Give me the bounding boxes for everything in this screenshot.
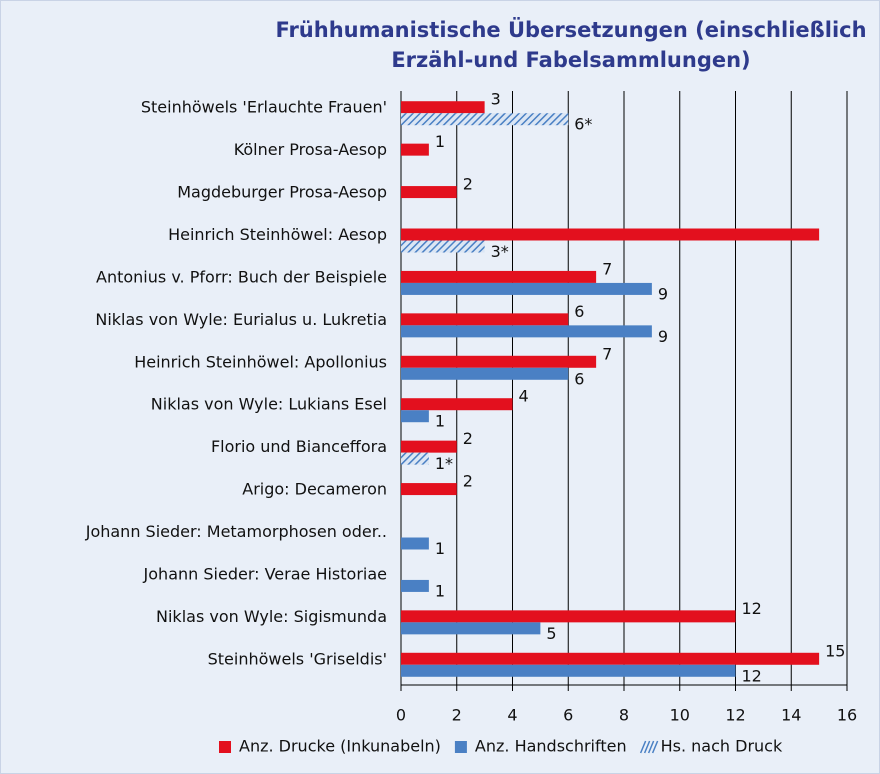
bar bbox=[401, 452, 429, 465]
y-tick-label: Steinhöwels 'Griseldis' bbox=[208, 649, 387, 668]
bar bbox=[401, 101, 485, 114]
x-tick-label: 14 bbox=[781, 706, 801, 725]
bar bbox=[401, 355, 597, 368]
y-tick-label: Johann Sieder: Verae Historiae bbox=[143, 564, 387, 583]
y-tick-label: Heinrich Steinhöwel: Aesop bbox=[168, 225, 387, 244]
data-label: 1 bbox=[435, 581, 445, 600]
bar bbox=[401, 483, 457, 496]
bar bbox=[401, 610, 736, 623]
bar bbox=[401, 270, 597, 283]
bar bbox=[401, 622, 541, 635]
data-label: 1 bbox=[435, 132, 445, 151]
x-tick-label: 12 bbox=[725, 706, 745, 725]
y-tick-label: Niklas von Wyle: Sigismunda bbox=[156, 607, 387, 626]
data-label: 3* bbox=[491, 242, 509, 261]
x-tick-label: 10 bbox=[670, 706, 690, 725]
legend-swatch bbox=[454, 741, 467, 753]
bar bbox=[401, 410, 429, 423]
bar bbox=[401, 240, 485, 253]
data-label: 1 bbox=[435, 539, 445, 558]
data-label: 7 bbox=[602, 259, 612, 278]
data-label: 6* bbox=[574, 115, 592, 134]
legend-label: Anz. Handschriften bbox=[475, 737, 627, 756]
x-tick-label: 8 bbox=[619, 706, 629, 725]
data-label: 2 bbox=[463, 429, 473, 448]
bar bbox=[401, 367, 569, 380]
data-label: 7 bbox=[602, 344, 612, 363]
y-tick-label: Kölner Prosa-Aesop bbox=[234, 140, 387, 159]
y-tick-label: Niklas von Wyle: Eurialus u. Lukretia bbox=[95, 310, 387, 329]
x-tick-label: 2 bbox=[452, 706, 462, 725]
y-tick-label: Niklas von Wyle: Lukians Esel bbox=[151, 395, 387, 414]
bar bbox=[401, 282, 652, 295]
bar bbox=[401, 537, 429, 550]
x-tick-label: 16 bbox=[837, 706, 857, 725]
data-label: 5 bbox=[546, 624, 556, 643]
data-label: 12 bbox=[742, 599, 762, 618]
y-tick-label: Heinrich Steinhöwel: Apollonius bbox=[134, 352, 387, 371]
bar bbox=[401, 652, 820, 665]
bar bbox=[401, 186, 457, 199]
x-tick-label: 4 bbox=[507, 706, 517, 725]
y-tick-label: Johann Sieder: Metamorphosen oder.. bbox=[85, 522, 387, 541]
data-label: 3 bbox=[491, 90, 501, 109]
data-label: 9 bbox=[658, 327, 668, 346]
legend-label: Hs. nach Druck bbox=[661, 737, 783, 756]
data-label: 9 bbox=[658, 284, 668, 303]
bar bbox=[401, 113, 569, 126]
data-label: 6 bbox=[574, 369, 584, 388]
y-tick-label: Florio und Bianceffora bbox=[211, 437, 387, 456]
bar bbox=[401, 579, 429, 592]
legend-label: Anz. Drucke (Inkunabeln) bbox=[239, 737, 441, 756]
bar bbox=[401, 398, 513, 411]
data-label: 4 bbox=[519, 387, 529, 406]
legend-swatch bbox=[639, 740, 659, 754]
x-tick-label: 0 bbox=[396, 706, 406, 725]
data-label: 15 bbox=[825, 641, 845, 660]
y-tick-label: Steinhöwels 'Erlauchte Frauen' bbox=[141, 98, 387, 117]
data-label: 1* bbox=[435, 454, 453, 473]
bar bbox=[401, 440, 457, 453]
bar bbox=[401, 664, 736, 677]
data-label: 2 bbox=[463, 175, 473, 194]
y-tick-label: Antonius v. Pforr: Buch der Beispiele bbox=[96, 267, 387, 286]
y-tick-label: Magdeburger Prosa-Aesop bbox=[177, 183, 387, 202]
bar bbox=[401, 228, 820, 241]
bar bbox=[401, 325, 652, 338]
data-label: 6 bbox=[574, 302, 584, 321]
bar bbox=[401, 313, 569, 326]
data-label: 1 bbox=[435, 412, 445, 431]
data-label: 2 bbox=[463, 472, 473, 491]
chart-title: Frühhumanistische Übersetzungen (einschl… bbox=[275, 18, 867, 72]
x-tick-label: 6 bbox=[563, 706, 573, 725]
bar bbox=[401, 143, 429, 156]
y-tick-label: Arigo: Decameron bbox=[242, 480, 387, 499]
legend-swatch bbox=[219, 741, 231, 753]
data-label: 12 bbox=[742, 666, 762, 685]
